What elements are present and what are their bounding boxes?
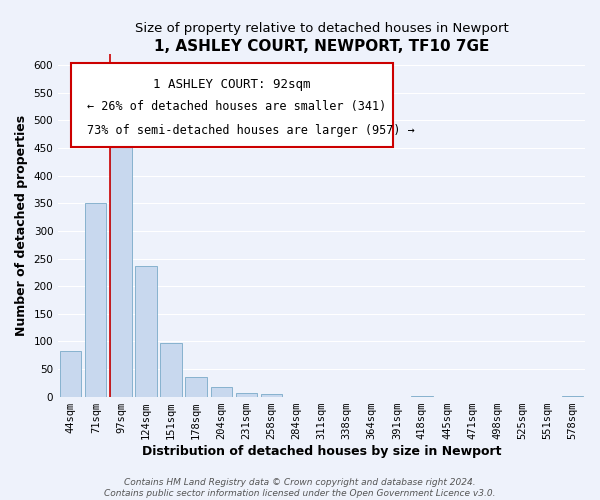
Bar bbox=[110, 132, 131, 396]
Text: Contains HM Land Registry data © Crown copyright and database right 2024.
Contai: Contains HM Land Registry data © Crown c… bbox=[104, 478, 496, 498]
Bar bbox=[211, 386, 232, 396]
Text: 1 ASHLEY COURT: 92sqm: 1 ASHLEY COURT: 92sqm bbox=[153, 78, 311, 91]
FancyBboxPatch shape bbox=[71, 62, 393, 146]
Y-axis label: Number of detached properties: Number of detached properties bbox=[15, 115, 28, 336]
Text: Size of property relative to detached houses in Newport: Size of property relative to detached ho… bbox=[135, 22, 508, 36]
Bar bbox=[136, 266, 157, 396]
Text: ← 26% of detached houses are smaller (341): ← 26% of detached houses are smaller (34… bbox=[87, 100, 386, 114]
X-axis label: Distribution of detached houses by size in Newport: Distribution of detached houses by size … bbox=[142, 444, 502, 458]
Bar bbox=[261, 394, 282, 396]
Bar bbox=[160, 343, 182, 396]
Bar bbox=[185, 378, 207, 396]
Bar bbox=[60, 350, 82, 397]
Bar bbox=[236, 392, 257, 396]
Bar bbox=[85, 204, 106, 396]
Title: 1, ASHLEY COURT, NEWPORT, TF10 7GE: 1, ASHLEY COURT, NEWPORT, TF10 7GE bbox=[154, 39, 489, 54]
Text: 73% of semi-detached houses are larger (957) →: 73% of semi-detached houses are larger (… bbox=[87, 124, 415, 138]
